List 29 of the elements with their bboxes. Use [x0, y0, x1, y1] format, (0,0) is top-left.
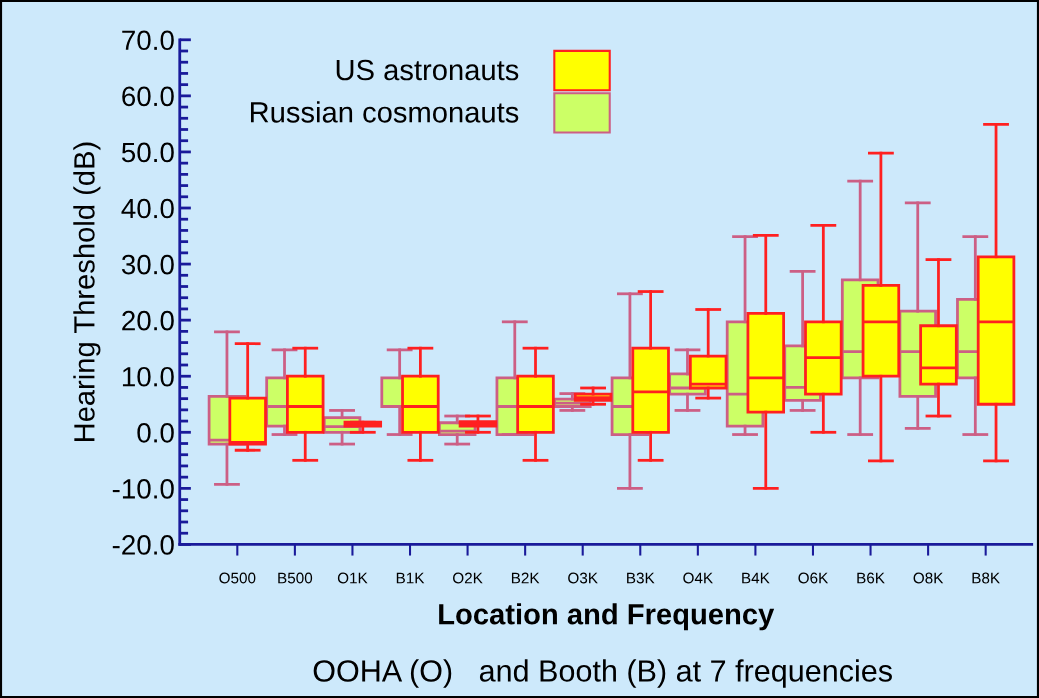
y-tick-label: 30.0 [121, 254, 174, 275]
y-tick-label: 0.0 [137, 422, 174, 443]
y-tick-label: 70.0 [122, 30, 174, 51]
y-axis-title: Hearing Threshold (dB) [73, 142, 101, 442]
legend-label: US astronauts [336, 59, 519, 81]
y-tick-label: 20.0 [122, 310, 174, 331]
x-tick-label: O2K [453, 572, 483, 584]
y-tick-label: 60.0 [122, 86, 174, 107]
x-tick-label: O4K [683, 572, 713, 584]
x-tick-label: B2K [511, 572, 540, 584]
x-tick-label: B8K [972, 572, 1000, 584]
x-tick-label: O500 [219, 572, 256, 584]
legend-label: Russian cosmonauts [250, 101, 519, 123]
x-tick-label: O3K [568, 572, 598, 584]
y-tick-label: 50.0 [121, 142, 174, 163]
x-tick-label: B6K [857, 572, 885, 584]
x-tick-label: O1K [337, 572, 368, 584]
x-tick-label: O6K [798, 572, 829, 584]
y-tick-label: 40.0 [121, 198, 174, 219]
x-tick-label: B4K [742, 572, 770, 584]
y-tick-label: 10.0 [122, 366, 174, 387]
x-tick-label: B500 [278, 572, 313, 584]
x-tick-label: O8K [913, 572, 944, 584]
x-tick-label: B3K [627, 572, 655, 584]
text: OOHA (O) and Booth (B) at 7 frequencies [313, 659, 892, 688]
x-axis-title: Location and Frequency [439, 603, 775, 631]
y-tick-label: -10.0 [112, 479, 174, 499]
x-tick-label: B1K [396, 572, 425, 584]
y-tick-label: -20.0 [112, 535, 174, 555]
